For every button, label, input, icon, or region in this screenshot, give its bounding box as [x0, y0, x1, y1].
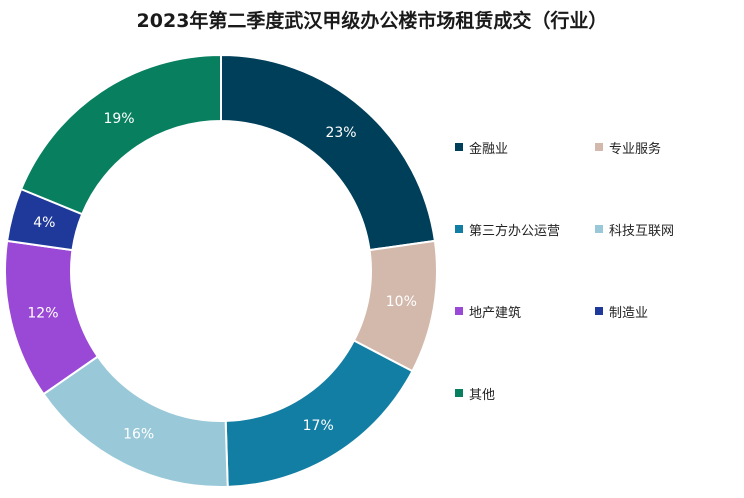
chart-title: 2023年第二季度武汉甲级办公楼市场租赁成交（行业）	[136, 10, 608, 32]
slice-label-4: 12%	[27, 305, 58, 321]
slice-label-3: 16%	[123, 426, 154, 442]
legend-item-2: 第三方办公运营	[455, 220, 595, 302]
slice-label-2: 17%	[303, 418, 334, 434]
legend-label-6: 其他	[469, 388, 496, 403]
legend: 金融业 专业服务第三方办公运营 科技互联网地产建筑 制造业其他	[455, 138, 735, 466]
legend-swatch-1	[595, 143, 603, 151]
slice-label-5: 4%	[33, 215, 55, 231]
legend-swatch-0	[455, 143, 463, 151]
legend-item-0: 金融业	[455, 138, 595, 220]
slice-label-1: 10%	[386, 294, 417, 310]
legend-swatch-3	[595, 225, 603, 233]
slice-2	[224, 339, 414, 488]
legend-item-6: 其他	[455, 384, 595, 466]
slice-6	[19, 53, 222, 216]
legend-swatch-4	[455, 307, 463, 315]
legend-swatch-6	[455, 389, 463, 397]
legend-item-4: 地产建筑	[455, 302, 595, 384]
legend-label-3: 科技互联网	[609, 224, 675, 239]
legend-item-5: 制造业	[595, 302, 735, 384]
legend-label-5: 制造业	[609, 306, 649, 321]
legend-swatch-5	[595, 307, 603, 315]
slice-label-6: 19%	[103, 111, 134, 127]
legend-label-0: 金融业	[469, 142, 509, 157]
legend-swatch-2	[455, 225, 463, 233]
slice-0	[220, 53, 437, 252]
legend-label-2: 第三方办公运营	[469, 224, 561, 239]
legend-label-1: 专业服务	[609, 142, 662, 157]
slice-label-0: 23%	[325, 125, 356, 141]
legend-item-3: 科技互联网	[595, 220, 735, 302]
legend-label-4: 地产建筑	[469, 306, 522, 321]
legend-item-1: 专业服务	[595, 138, 735, 220]
